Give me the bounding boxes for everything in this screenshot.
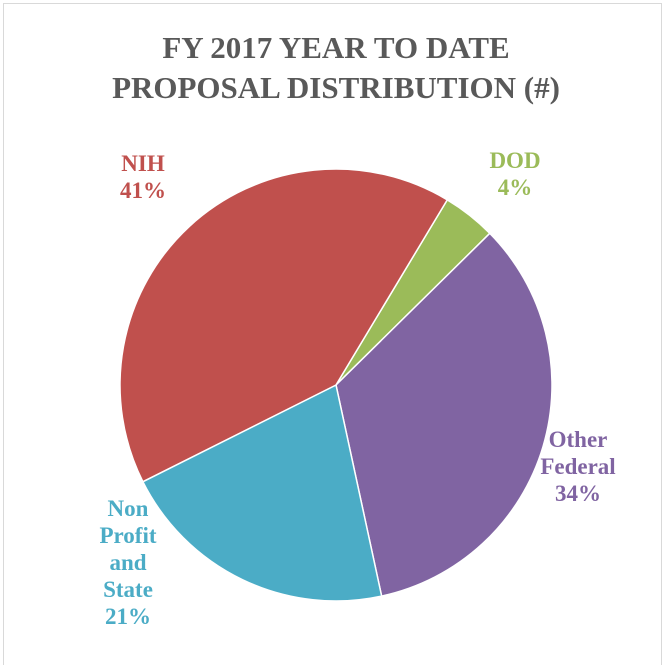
pie-slice bbox=[335, 232, 553, 598]
slice-category: Other Federal bbox=[540, 427, 615, 479]
slice-label: NIH 41% bbox=[120, 151, 166, 203]
slice-category: NIH bbox=[121, 151, 165, 176]
pie-slice bbox=[119, 168, 449, 483]
slice-label: Other Federal 34% bbox=[540, 427, 615, 506]
slice-value-label: 4% bbox=[498, 175, 533, 200]
pie-slice bbox=[141, 383, 383, 602]
slice-category: DOD bbox=[489, 148, 540, 173]
chart-title: FY 2017 YEAR TO DATE bbox=[162, 30, 509, 65]
slice-label: Non Profit and State 21% bbox=[99, 496, 156, 629]
chart-title: PROPOSAL DISTRIBUTION (#) bbox=[112, 70, 560, 105]
slice-value-label: 41% bbox=[120, 178, 166, 203]
slice-value-label: 34% bbox=[555, 481, 601, 506]
slice-value-label: 21% bbox=[105, 604, 151, 629]
slice-label: DOD 4% bbox=[489, 148, 540, 200]
slice-category: Non Profit and State bbox=[99, 496, 156, 602]
